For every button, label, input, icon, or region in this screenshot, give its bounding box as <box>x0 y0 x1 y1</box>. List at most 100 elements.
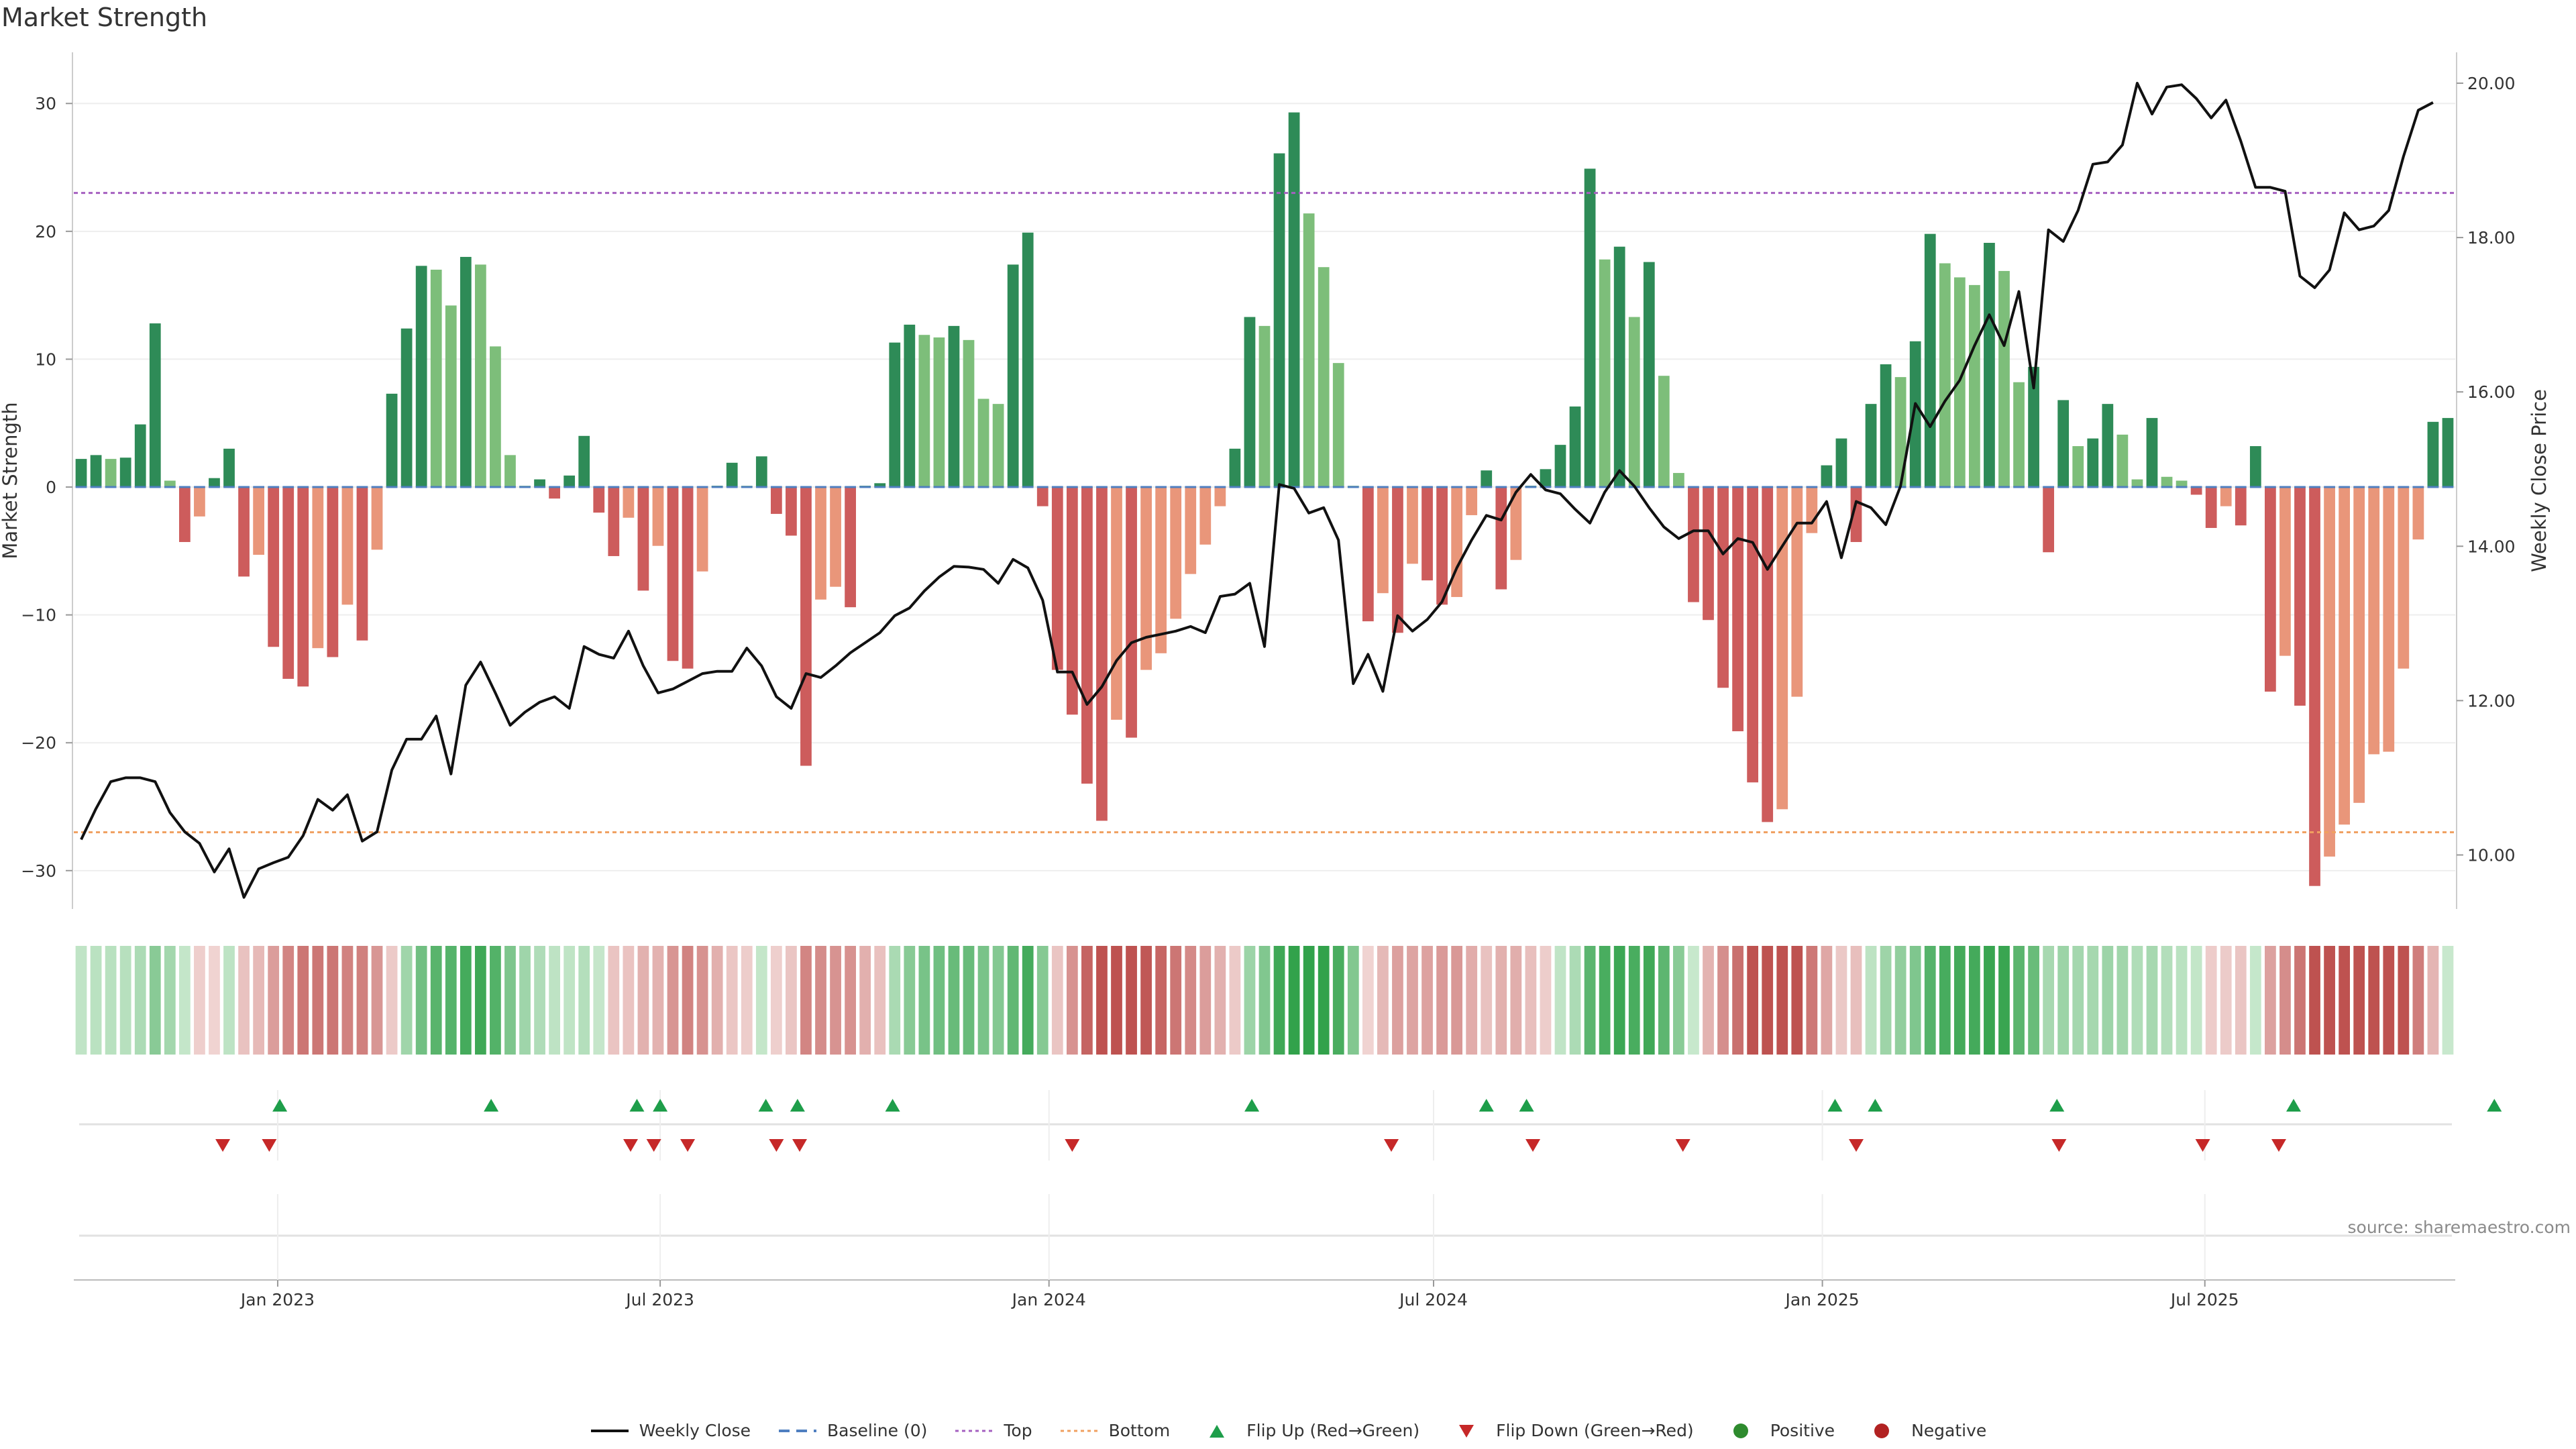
heat-cell <box>2398 946 2410 1055</box>
heat-cell <box>2043 946 2055 1055</box>
heat-cell <box>1007 946 1019 1055</box>
legend-swatch-positive <box>1733 1423 1748 1438</box>
heat-cell <box>1347 946 1359 1055</box>
heat-cell <box>1525 946 1537 1055</box>
flip-down-marker <box>2195 1139 2210 1152</box>
strength-bar <box>1407 487 1418 564</box>
strength-bar <box>1791 487 1803 697</box>
heat-cell <box>593 946 605 1055</box>
heat-cell <box>741 946 753 1055</box>
strength-bar <box>786 487 797 536</box>
heat-cell <box>1969 946 1980 1055</box>
strength-bar <box>2043 487 2055 553</box>
heat-cell <box>1984 946 1995 1055</box>
heat-cell <box>90 946 102 1055</box>
strength-bar <box>1185 487 1197 574</box>
strength-bar <box>474 264 486 488</box>
heat-cell <box>371 946 383 1055</box>
strength-bar <box>1140 487 1152 670</box>
heat-cell <box>1880 946 1892 1055</box>
strength-bar <box>2383 487 2395 752</box>
source-note: source: sharemaestro.com <box>2347 1218 2571 1237</box>
heat-cell <box>1421 946 1433 1055</box>
flip-up-marker <box>758 1099 773 1112</box>
strength-bar <box>948 325 960 488</box>
heat-cell <box>1998 946 2010 1055</box>
flip-down-marker <box>769 1139 784 1152</box>
flip-down-marker <box>1383 1139 1399 1152</box>
heat-cell <box>75 946 87 1055</box>
heat-cell <box>460 946 472 1055</box>
strength-bar <box>1036 487 1049 506</box>
y-tick-label: 0 <box>46 478 56 497</box>
heat-cell <box>1732 946 1743 1055</box>
strength-bar <box>1214 487 1226 506</box>
flip-up-marker <box>1827 1099 1843 1112</box>
strength-bar <box>194 487 205 517</box>
legend-label: Bottom <box>1108 1421 1171 1440</box>
strength-bar <box>933 337 945 488</box>
heat-cell <box>1436 946 1448 1055</box>
strength-bar <box>1510 487 1522 560</box>
heat-cell <box>134 946 146 1055</box>
heat-cell <box>2309 946 2320 1055</box>
strength-bar <box>1924 233 1936 488</box>
strength-bar <box>682 487 694 669</box>
heat-cell <box>682 946 694 1055</box>
heat-cell <box>2353 946 2365 1055</box>
strength-bar <box>1939 263 1951 488</box>
heat-cell <box>178 946 191 1055</box>
strength-bar <box>2249 446 2261 488</box>
strength-bar <box>1643 262 1655 488</box>
y-tick-label: −30 <box>21 861 56 881</box>
flip-up-marker <box>2049 1099 2065 1112</box>
y2-tick-label: 14.00 <box>2467 537 2516 556</box>
legend-label: Positive <box>1770 1421 1835 1440</box>
heat-cell <box>1747 946 1759 1055</box>
legend-swatch-top <box>955 1430 994 1432</box>
flip-up-marker <box>885 1099 900 1112</box>
heat-cell <box>1481 946 1493 1055</box>
x-tick-label: Jan 2023 <box>239 1290 315 1309</box>
heat-cell <box>2013 946 2025 1055</box>
strength-bar <box>341 487 354 605</box>
strength-bar <box>2265 487 2276 692</box>
heat-cell <box>297 946 309 1055</box>
flip-down-marker <box>1848 1139 1864 1152</box>
strength-bar <box>1540 469 1552 488</box>
heat-cell <box>1688 946 1699 1055</box>
strength-bar <box>1762 487 1774 822</box>
flip-down-marker <box>215 1139 231 1152</box>
heat-cell <box>312 946 324 1055</box>
strength-bar <box>2161 476 2173 488</box>
heat-cell <box>1495 946 1507 1055</box>
strength-bar <box>667 487 679 661</box>
flip-up-marker <box>2286 1099 2302 1112</box>
heat-cell <box>2412 946 2424 1055</box>
strength-bar <box>1673 473 1684 488</box>
heat-cell <box>1111 946 1122 1055</box>
strength-bar <box>845 487 856 608</box>
strength-bar <box>992 404 1004 488</box>
heat-cell <box>2102 946 2114 1055</box>
heat-cell <box>1821 946 1833 1055</box>
y-tick-label: 10 <box>35 350 56 369</box>
strength-bar <box>1258 325 1271 488</box>
heat-cell <box>2279 946 2291 1055</box>
legend-swatch-flipup <box>1210 1424 1225 1438</box>
heat-cell <box>1392 946 1403 1055</box>
heat-cell <box>1096 946 1108 1055</box>
strength-bar <box>874 483 886 488</box>
heat-cell <box>1258 946 1271 1055</box>
flip-up-marker <box>1868 1099 1883 1112</box>
strength-bar <box>1421 487 1433 581</box>
strength-bar <box>1066 487 1078 715</box>
heat-cell <box>2442 946 2454 1055</box>
heat-cell <box>2116 946 2129 1055</box>
legend-swatch-bottom <box>1060 1430 1098 1432</box>
strength-bar <box>312 487 324 649</box>
heat-cell <box>1303 946 1315 1055</box>
heat-cell <box>341 946 354 1055</box>
flip-down-marker <box>680 1139 696 1152</box>
